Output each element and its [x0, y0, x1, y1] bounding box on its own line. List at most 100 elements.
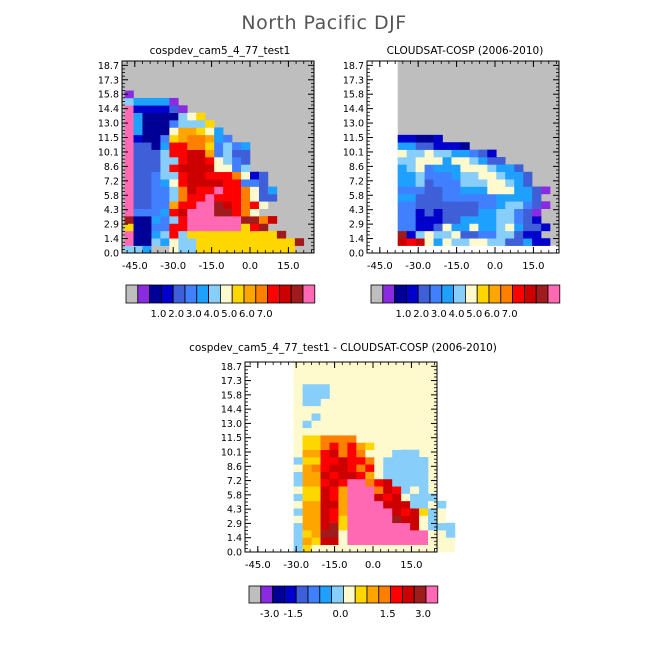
heatmap-cell: [142, 208, 152, 217]
heatmap-cell: [356, 442, 366, 450]
heatmap-cell: [410, 508, 420, 516]
heatmap-cell: [460, 149, 470, 158]
heatmap-cell: [338, 500, 348, 509]
heatmap-cell: [311, 471, 321, 480]
heatmap-cell: [160, 134, 170, 143]
heatmap-cell: [124, 208, 134, 217]
heatmap-cell: [293, 530, 303, 538]
heatmap-cell: [460, 238, 470, 246]
colorbar-label: 5.0: [221, 309, 237, 320]
heatmap-cell: [329, 522, 339, 531]
heatmap-cell: [514, 223, 524, 232]
heatmap-cell: [214, 149, 224, 158]
heatmap-cell: [419, 515, 429, 524]
heatmap-cell: [365, 464, 375, 472]
heatmap-cell: [302, 405, 312, 414]
heatmap-cell: [196, 164, 206, 173]
heatmap-cell: [338, 405, 348, 414]
heatmap-cell: [178, 164, 188, 173]
heatmap-cell: [415, 230, 425, 239]
heatmap-cell: [311, 500, 321, 509]
heatmap-cell: [410, 457, 420, 465]
heatmap-cell: [241, 142, 251, 150]
heatmap-cell: [487, 208, 497, 217]
heatmap-cell: [311, 435, 321, 443]
heatmap-cell: [293, 544, 303, 553]
heatmap-cell: [374, 449, 384, 458]
heatmap-cell: [142, 216, 152, 224]
heatmap-cell: [329, 486, 339, 494]
heatmap-cell: [419, 508, 429, 516]
heatmap-cell: [160, 245, 170, 254]
heatmap-cell: [410, 537, 420, 545]
heatmap-cell: [241, 238, 251, 246]
heatmap-cell: [478, 164, 488, 173]
heatmap-cell: [160, 120, 170, 128]
heatmap-cell: [187, 208, 197, 217]
heatmap-cell: [338, 522, 348, 531]
heatmap-cell: [320, 391, 330, 399]
heatmap-cell: [142, 230, 152, 239]
heatmap-cell: [433, 171, 443, 180]
heatmap-cell: [347, 449, 357, 458]
heatmap-cell: [241, 157, 251, 165]
heatmap-cell: [401, 522, 411, 531]
heatmap-cell: [401, 530, 411, 538]
heatmap-cell: [187, 157, 197, 165]
heatmap-cell: [302, 530, 312, 538]
heatmap-cell: [133, 157, 143, 165]
heatmap-cell: [142, 201, 152, 209]
heatmap-cell: [293, 413, 303, 421]
heatmap-cell: [133, 164, 143, 173]
heatmap-cell: [223, 201, 233, 209]
heatmap-cell: [250, 201, 260, 209]
heatmap-cell: [428, 522, 438, 531]
heatmap-cell: [437, 522, 447, 531]
x-tick-label: 15.0: [277, 261, 299, 272]
heatmap-cell: [205, 223, 215, 232]
y-tick-label: 10.1: [98, 147, 119, 158]
heatmap-cell: [160, 157, 170, 165]
y-tick-label: 18.7: [98, 61, 119, 72]
heatmap-cell: [311, 427, 321, 436]
heatmap-cell: [356, 471, 366, 480]
heatmap-cell: [392, 478, 402, 487]
heatmap-cell: [124, 157, 134, 165]
heatmap-cell: [374, 478, 384, 487]
plot-axes: 0.0 1.4 2.9 4.3 5.8 7.2 8.6 10.1 11.5 13.0 14.4 15.…: [98, 60, 315, 272]
heatmap-cell: [302, 537, 312, 545]
heatmap-cell: [151, 238, 161, 246]
heatmap-cell: [365, 442, 375, 450]
heatmap-cell: [232, 193, 242, 202]
colorbar-swatch: [260, 585, 273, 604]
heatmap-cell: [478, 171, 488, 180]
heatmap-cell: [187, 230, 197, 239]
heatmap-cell: [329, 478, 339, 487]
heatmap-cell: [267, 216, 278, 224]
y-tick-label: 1.4: [349, 234, 364, 245]
heatmap-cell: [496, 179, 506, 187]
heatmap-cell: [151, 157, 161, 165]
heatmap-cell: [433, 193, 443, 202]
heatmap-cell: [374, 471, 384, 480]
heatmap-cell: [311, 405, 321, 414]
y-tick-label: 18.7: [343, 61, 364, 72]
heatmap-cell: [356, 427, 366, 436]
heatmap-cells: [122, 61, 314, 254]
heatmap-cell: [442, 216, 452, 224]
heatmap-cell: [320, 457, 330, 465]
heatmap-cell: [142, 134, 152, 143]
x-tick-label: 0.0: [365, 560, 381, 571]
heatmap-cell: [232, 179, 242, 187]
y-tick-label: 8.6: [227, 462, 242, 473]
heatmap-cell: [205, 120, 215, 128]
heatmap-cell: [124, 127, 134, 136]
heatmap-cell: [424, 134, 434, 143]
colorbar-swatch: [390, 585, 403, 604]
heatmap-cell: [374, 515, 384, 524]
heatmap-cell: [374, 522, 384, 531]
heatmap-cell: [469, 193, 479, 202]
heatmap-cell: [133, 142, 143, 150]
heatmap-cell: [419, 544, 429, 553]
